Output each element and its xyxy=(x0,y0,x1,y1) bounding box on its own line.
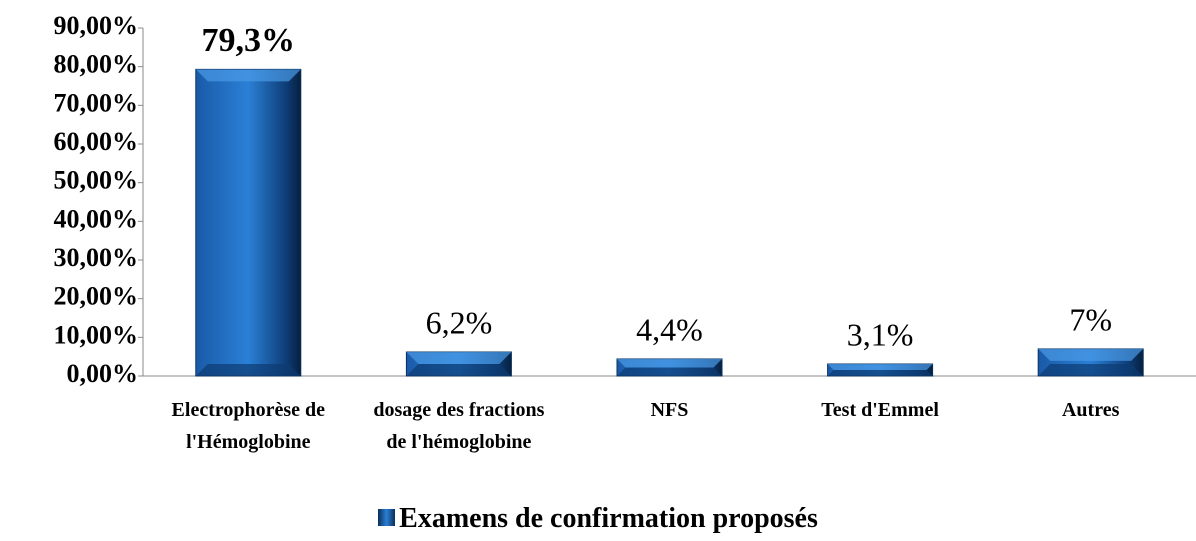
bar-bevel xyxy=(827,364,933,371)
bar-bevel xyxy=(617,358,722,368)
value-label: 79,3% xyxy=(202,22,296,59)
value-label: 7% xyxy=(1069,301,1112,337)
value-label: 3,1% xyxy=(847,316,914,352)
legend-swatch xyxy=(378,509,396,526)
y-tick-label: 80,00% xyxy=(54,50,139,79)
y-tick-label: 10,00% xyxy=(54,320,139,349)
y-tick-label: 40,00% xyxy=(54,204,139,233)
legend: Examens de confirmation proposés xyxy=(0,503,1196,535)
x-tick-label: dosage des fractions de l'hémoglobine xyxy=(373,399,545,453)
y-tick-label: 70,00% xyxy=(54,88,139,117)
x-tick-label: Test d'Emmel xyxy=(821,399,939,421)
bar-bevel xyxy=(827,370,933,376)
x-tick-label: Autres xyxy=(1061,399,1120,421)
y-tick-label: 90,00% xyxy=(54,11,139,40)
value-label: 6,2% xyxy=(426,304,493,340)
bar-bevel xyxy=(406,352,512,365)
x-tick-label: NFS xyxy=(650,399,689,421)
y-tick-label: 30,00% xyxy=(54,243,139,272)
bar xyxy=(195,68,302,377)
bar-bevel xyxy=(1038,348,1144,361)
legend-label: Examens de confirmation proposés xyxy=(399,503,818,534)
bar-bevel xyxy=(406,364,512,376)
y-tick-label: 0,00% xyxy=(67,359,139,388)
y-tick-label: 60,00% xyxy=(54,127,139,156)
bar-bevel xyxy=(195,364,301,376)
bar-bevel xyxy=(617,367,722,376)
y-tick-label: 50,00% xyxy=(54,166,139,195)
bar-bevel xyxy=(195,69,301,82)
x-tick-label: Electrophorèse de l'Hémoglobine xyxy=(171,399,326,453)
value-label: 4,4% xyxy=(636,311,703,347)
y-tick-label: 20,00% xyxy=(54,282,139,311)
bar-bevel xyxy=(1038,364,1144,376)
